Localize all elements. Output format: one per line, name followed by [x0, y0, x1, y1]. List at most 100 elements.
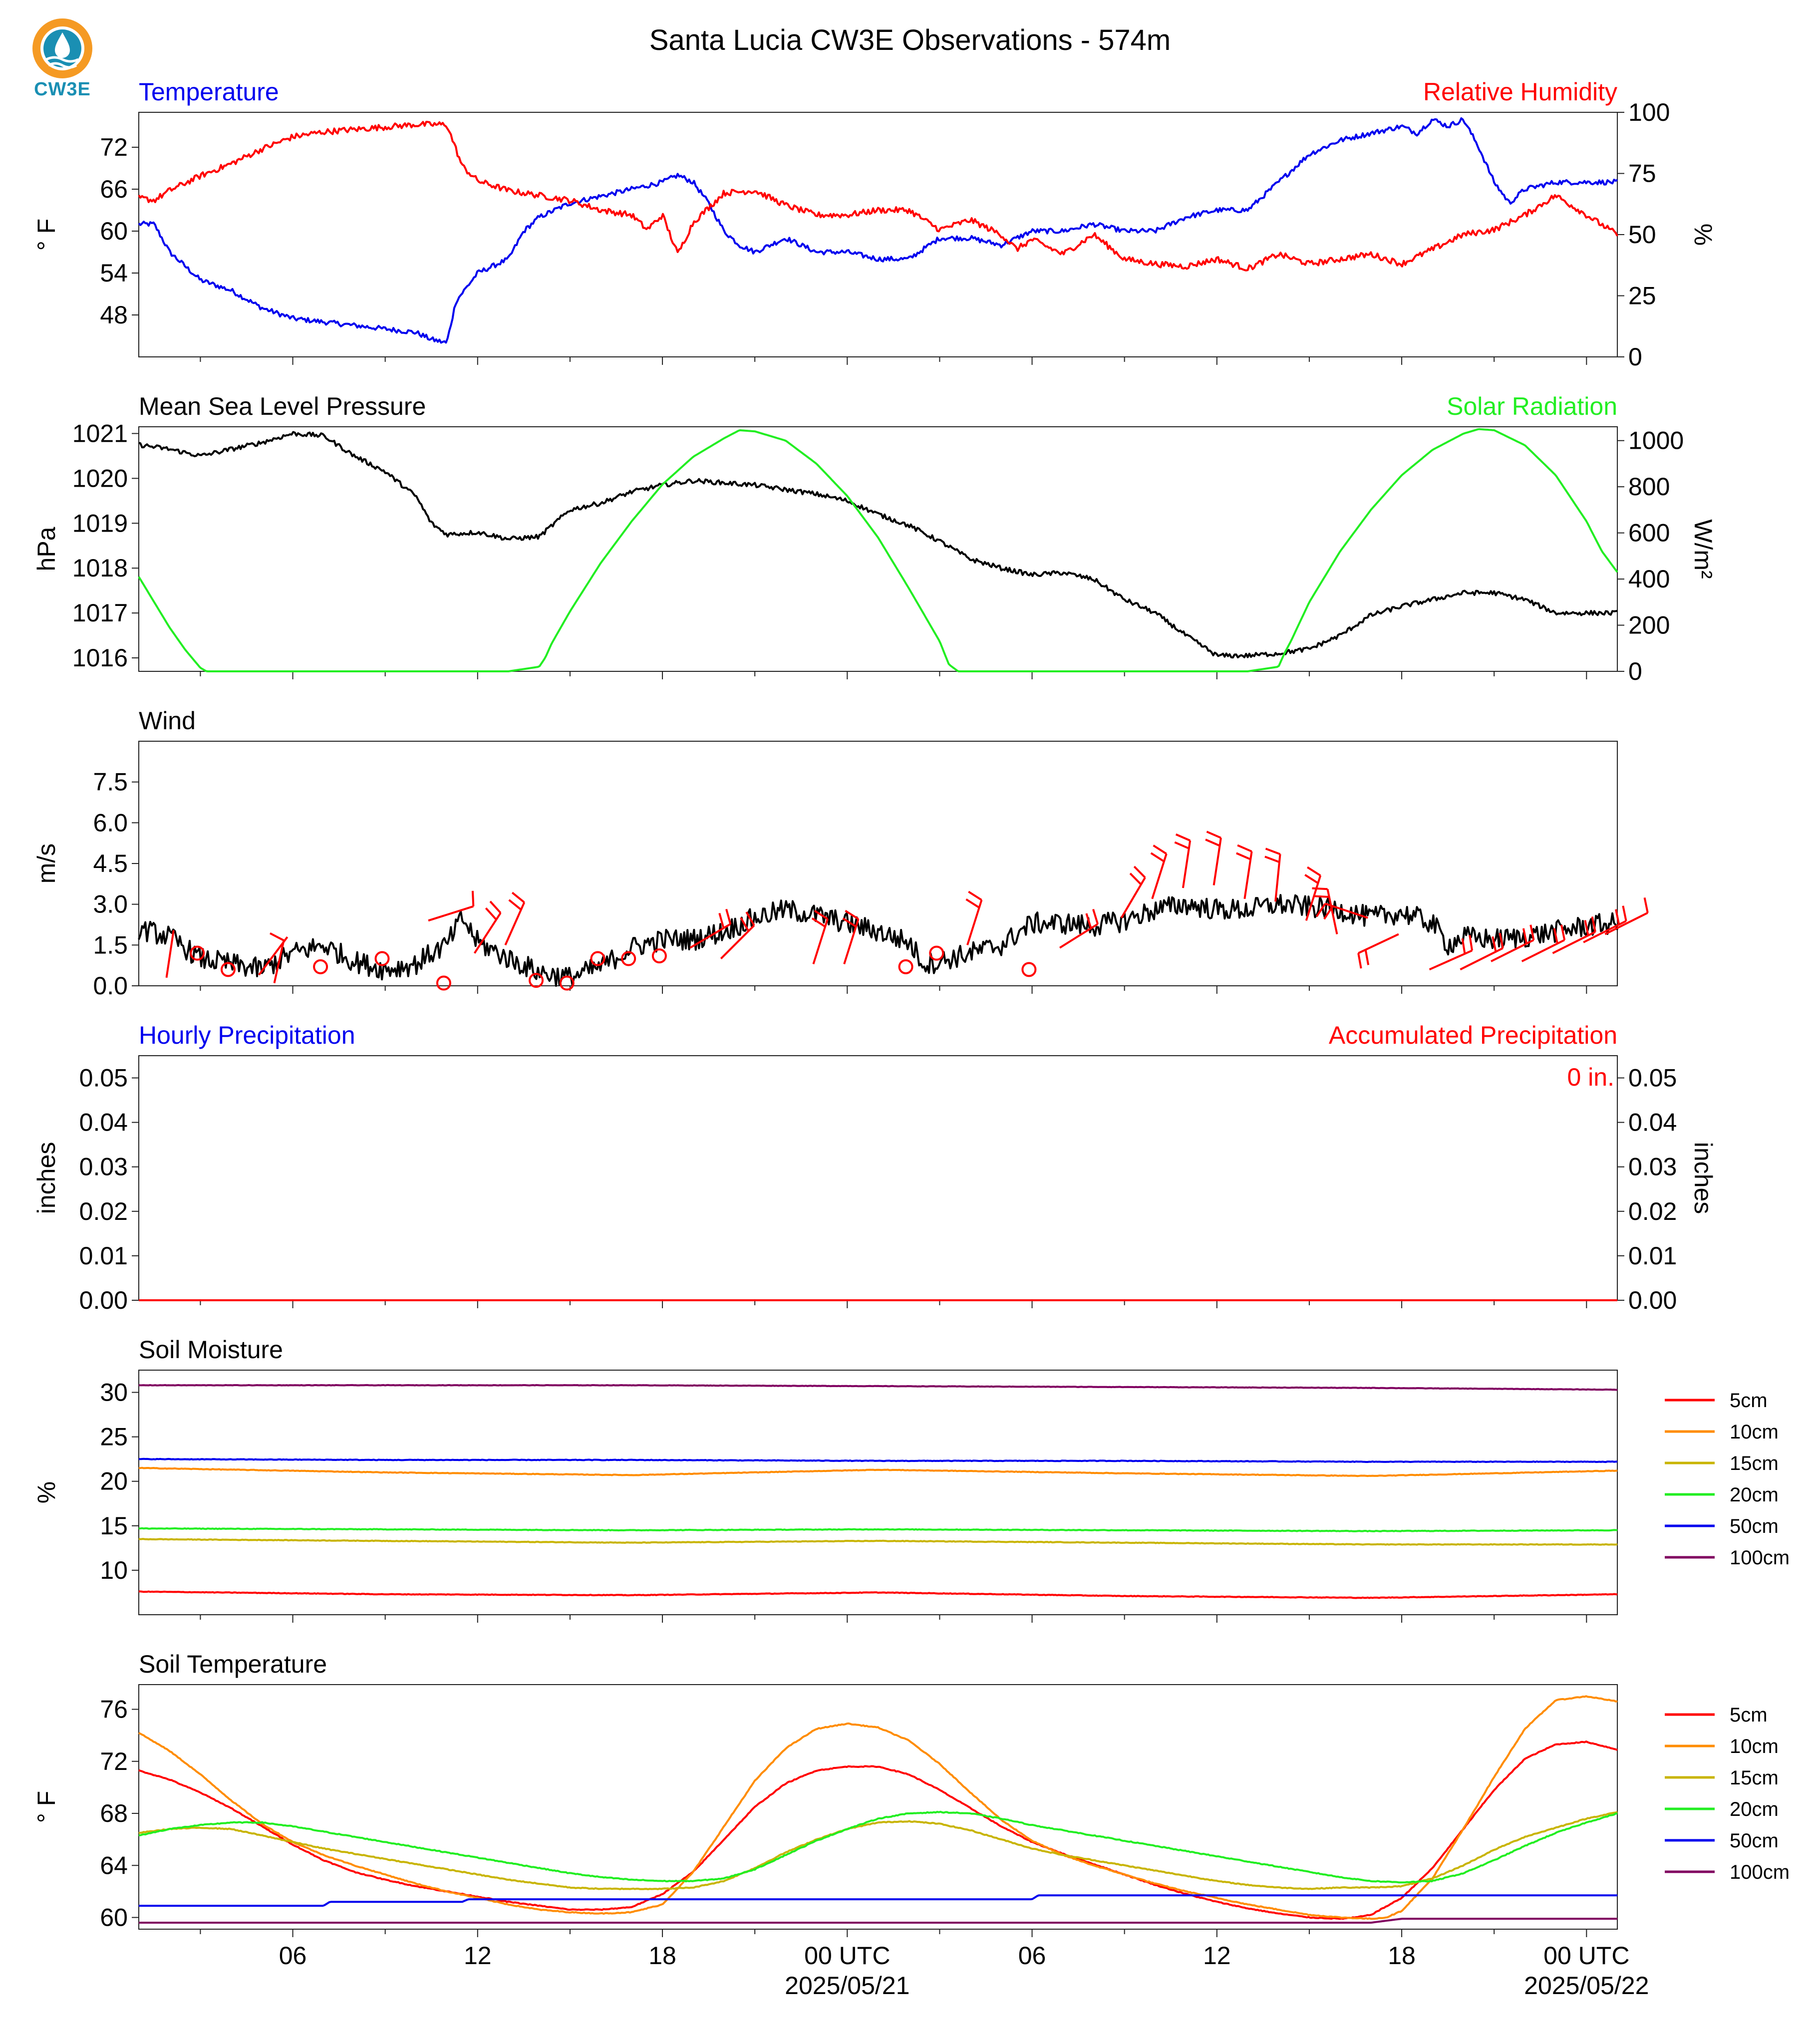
wind-barb-flag	[1206, 831, 1221, 839]
y-tick-label: 1.5	[93, 931, 128, 959]
series-line-relative-humidity	[138, 121, 1618, 272]
y-tick-label-right: 200	[1628, 611, 1670, 639]
legend-label: 5cm	[1730, 1390, 1768, 1412]
panel-pressure_solar: Mean Sea Level Pressure Solar Radiation 10…	[32, 392, 1717, 685]
series-line-50cm	[139, 1894, 1617, 1907]
wind-barb-flag	[1265, 848, 1281, 856]
series-line-wind	[138, 894, 1618, 987]
legend-label: 5cm	[1730, 1704, 1768, 1726]
y-tick-label: 1020	[72, 464, 128, 492]
panel-soil_moisture: Soil Moisture 10 15 20 25 30% 5cm 10cm 15cm 20cm 5…	[32, 1336, 1790, 1623]
y-tick-label: 0.01	[79, 1242, 128, 1270]
y-axis-label: hPa	[32, 527, 60, 571]
wind-barb-flag	[1129, 872, 1142, 885]
wind-barb-flag	[1560, 924, 1566, 940]
wind-barb-calm	[1021, 962, 1037, 977]
y-tick-label: 0.03	[79, 1153, 128, 1181]
series-line-100cm	[138, 1384, 1618, 1391]
legend-label: 15cm	[1730, 1767, 1779, 1789]
y-tick-label: 10	[100, 1556, 128, 1584]
panel-title-left: Soil Temperature	[139, 1650, 327, 1678]
figure-title: Santa Lucia CW3E Observations - 574m	[649, 24, 1171, 56]
wind-barb-flag	[1304, 873, 1319, 884]
series-line-temperature	[138, 117, 1618, 344]
y-tick-label: 3.0	[93, 890, 128, 918]
y-tick-label-right: 800	[1628, 473, 1670, 501]
wind-barb-flag	[1492, 936, 1497, 952]
plot-frame	[138, 1684, 1618, 1930]
y-tick-label: 0.00	[79, 1286, 128, 1314]
wind-barb-flag	[1175, 833, 1191, 842]
y-tick-label-right: 400	[1628, 565, 1670, 593]
series-line-mean-sea-level-pressure	[138, 431, 1618, 659]
legend-label: 20cm	[1730, 1484, 1779, 1506]
y-tick-label-right: 75	[1628, 160, 1656, 188]
plot-frame	[138, 1370, 1618, 1615]
y-tick-label-right: 0.02	[1628, 1197, 1677, 1225]
wind-barb-calm	[559, 975, 575, 991]
cw3e-logo	[27, 17, 97, 105]
y-tick-label: 64	[100, 1851, 128, 1879]
y-tick-label-right: 0.05	[1628, 1064, 1677, 1092]
y-tick-label-right: 0	[1628, 657, 1642, 685]
series-line-20cm	[138, 1810, 1618, 1884]
wind-barb-flag	[845, 909, 859, 920]
y-axis-label: inches	[32, 1142, 60, 1214]
wind-barb-flag	[1622, 905, 1627, 921]
wind-barb-calm	[190, 945, 205, 961]
wind-barb-flag	[740, 917, 750, 932]
y-tick-label: 1021	[72, 419, 128, 447]
y-tick-label: 6.0	[93, 809, 128, 837]
wind-barb-flag	[1237, 844, 1252, 853]
wind-barb-staff	[165, 930, 175, 978]
wind-barb-flag	[1643, 897, 1649, 913]
x-tick-label: 18	[1388, 1942, 1416, 1970]
wind-barb-staff	[1358, 933, 1399, 954]
wind-barb-flag	[1529, 924, 1535, 940]
panel-soil_temperature: Soil Temperature 60 64 68 72 76 ° F 06 12 18 00 UT…	[32, 1650, 1790, 2000]
wind-barb-flag	[1615, 909, 1620, 925]
y-tick-label-right: 50	[1628, 221, 1656, 249]
wind-barb-flag	[485, 907, 497, 920]
legend-label: 100cm	[1730, 1547, 1790, 1569]
wind-barb-flag	[1085, 913, 1092, 929]
y-tick-label-right: 100	[1628, 98, 1670, 126]
wind-barb-flag	[1584, 920, 1589, 936]
wind-barb-flag	[811, 917, 826, 928]
series-line-10cm	[138, 1466, 1618, 1477]
wind-barb-calm	[929, 945, 944, 961]
y-tick-label-right: 1000	[1628, 427, 1684, 455]
y-tick-label: 4.5	[93, 850, 128, 877]
series-line-15cm	[138, 1538, 1618, 1546]
x-tick-label: 12	[464, 1942, 492, 1970]
legend-label: 20cm	[1730, 1798, 1779, 1820]
y-axis-label: m/s	[32, 844, 60, 884]
legend-label: 50cm	[1730, 1830, 1779, 1852]
wind-barb-flag	[270, 932, 285, 941]
x-tick-date-label: 2025/05/22	[1524, 1972, 1649, 2000]
y-tick-label: 25	[100, 1423, 128, 1451]
panel-title-left: Wind	[139, 707, 196, 735]
wind-barb-staff	[1243, 851, 1253, 899]
x-tick-label: 06	[1018, 1942, 1046, 1970]
y-tick-label: 66	[100, 175, 128, 203]
wind-barb-flag	[1522, 928, 1528, 944]
y-tick-label-right: 0	[1628, 343, 1642, 371]
y-tick-label-right: 0.03	[1628, 1153, 1677, 1181]
y-tick-label: 1018	[72, 554, 128, 582]
wind-barb-flag	[1133, 866, 1146, 878]
legend-label: 15cm	[1730, 1452, 1779, 1474]
wind-barb-calm	[436, 975, 451, 991]
y-tick-label: 54	[100, 259, 128, 287]
wind-barb-flag	[1364, 949, 1370, 965]
wind-barb-staff	[273, 940, 285, 983]
wind-barb-staff	[473, 912, 502, 954]
x-tick-label: 00 UTC	[804, 1942, 890, 1970]
wind-barb-flag	[1264, 856, 1280, 864]
y-tick-label: 68	[100, 1799, 128, 1827]
series-line-20cm	[138, 1527, 1618, 1532]
wind-barb-flag	[489, 900, 502, 914]
wind-barb-flag	[745, 911, 755, 926]
wind-barb-flag	[1461, 938, 1466, 954]
